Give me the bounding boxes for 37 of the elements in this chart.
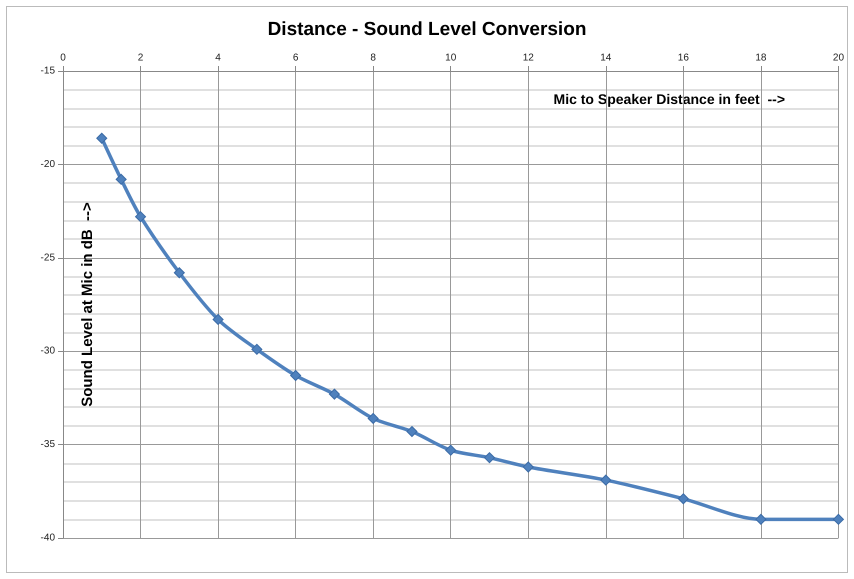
y-tick-label: -15 [40,66,56,76]
x-tick-label: 20 [832,52,844,64]
point [368,412,379,424]
point [600,474,612,486]
point [174,267,185,278]
x-axis-title: Mic to Speaker Distance in feet --> [554,91,786,107]
y-tick-label: -40 [40,532,56,544]
point [406,426,418,438]
point [522,462,534,473]
point [290,370,302,381]
point [135,211,146,222]
x-tick-label: 6 [292,52,299,64]
point [445,444,456,456]
y-tick-label: -20 [40,158,56,170]
point [116,174,127,185]
point [328,388,340,400]
point [212,314,224,325]
y-axis-title: Sound Level at Mic in dB --> [79,202,96,407]
x-tick-label: 0 [60,52,66,64]
x-tick-label: 14 [600,52,612,64]
x-tick-label: 18 [755,52,767,64]
point [678,493,689,504]
x-tick-label: 2 [138,52,144,64]
point [755,514,766,525]
x-tick-label: 4 [215,52,222,64]
point [251,344,262,355]
point [484,452,495,464]
point [832,514,844,525]
y-tick-label: -25 [40,252,56,264]
x-tick-label: 12 [522,52,534,64]
y-tick-label: -30 [40,346,56,357]
x-tick-label: 16 [678,52,690,64]
x-tick-label: 8 [370,52,376,64]
chart-title: Distance - Sound Level Conversion [268,19,586,40]
x-tick-label: 10 [445,52,457,64]
point [96,132,108,144]
y-tick-label: -35 [40,439,56,450]
